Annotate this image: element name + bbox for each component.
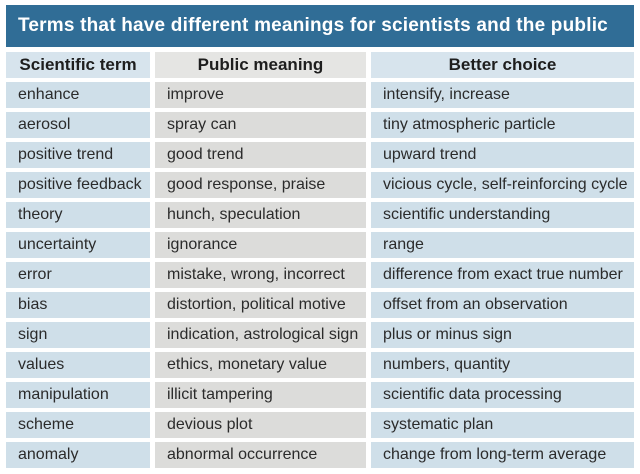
table-cell: values (6, 352, 150, 378)
table-cell: change from long-term average (371, 442, 634, 468)
page-title: Terms that have different meanings for s… (6, 5, 634, 47)
column-header: Scientific term (6, 52, 150, 78)
table-cell: hunch, speculation (155, 202, 366, 228)
table-cell: upward trend (371, 142, 634, 168)
table-cell: good response, praise (155, 172, 366, 198)
table-cell: positive trend (6, 142, 150, 168)
table-cell: improve (155, 82, 366, 108)
table-cell: aerosol (6, 112, 150, 138)
table-cell: abnormal occurrence (155, 442, 366, 468)
table-cell: mistake, wrong, incorrect (155, 262, 366, 288)
table-cell: positive feedback (6, 172, 150, 198)
column-header: Public meaning (155, 52, 366, 78)
terms-grid: Scientific term Public meaning Better choi… (6, 52, 634, 468)
table-cell: bias (6, 292, 150, 318)
table-cell: devious plot (155, 412, 366, 438)
table-cell: difference from exact true number (371, 262, 634, 288)
table-cell: anomaly (6, 442, 150, 468)
table-cell: distortion, political motive (155, 292, 366, 318)
table-cell: good trend (155, 142, 366, 168)
table-cell: illicit tampering (155, 382, 366, 408)
table-cell: offset from an observation (371, 292, 634, 318)
table-cell: uncertainty (6, 232, 150, 258)
table-cell: scientific understanding (371, 202, 634, 228)
table-cell: vicious cycle, self-reinforcing cycle (371, 172, 634, 198)
table-cell: scheme (6, 412, 150, 438)
column-header: Better choice (371, 52, 634, 78)
table-cell: ethics, monetary value (155, 352, 366, 378)
table-cell: tiny atmospheric particle (371, 112, 634, 138)
table-cell: manipulation (6, 382, 150, 408)
table-cell: numbers, quantity (371, 352, 634, 378)
table-cell: theory (6, 202, 150, 228)
table-cell: range (371, 232, 634, 258)
table-cell: intensify, increase (371, 82, 634, 108)
table-cell: scientific data processing (371, 382, 634, 408)
table-cell: plus or minus sign (371, 322, 634, 348)
table-cell: systematic plan (371, 412, 634, 438)
table-cell: ignorance (155, 232, 366, 258)
table-cell: enhance (6, 82, 150, 108)
table-cell: sign (6, 322, 150, 348)
table-cell: indication, astrological sign (155, 322, 366, 348)
table-cell: error (6, 262, 150, 288)
table-cell: spray can (155, 112, 366, 138)
